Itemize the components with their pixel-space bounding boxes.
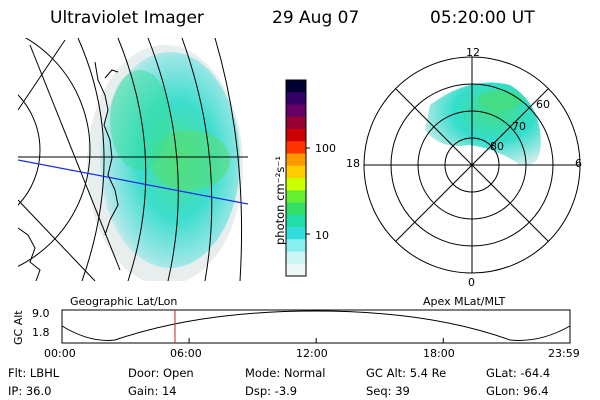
mlt-label-18: 18 (346, 157, 360, 170)
colorbar-segment (286, 202, 306, 216)
colorbar-border (285, 79, 307, 277)
mlat-label-60: 60 (536, 98, 550, 111)
dsp-readout: Dsp: -3.9 (245, 384, 298, 398)
aurora-image-geo (87, 45, 243, 281)
x-tick-2359: 23:59 (548, 347, 580, 360)
polar-map (363, 56, 581, 274)
colorbar-segment (286, 165, 306, 179)
lat-lon-grid (18, 38, 248, 281)
time-label: 05:20:00 UT (430, 8, 535, 28)
colorbar-segment (286, 239, 306, 252)
mlt-label-0: 0 (468, 276, 475, 289)
x-tick-0000: 00:00 (44, 347, 76, 360)
apex-caption: Apex MLat/MLT (423, 295, 506, 308)
x-tick-1800: 18:00 (423, 347, 455, 360)
x-tick-1200: 12:00 (296, 347, 328, 360)
colorbar-segment (286, 80, 306, 93)
glat-readout: GLat: -64.4 (486, 366, 551, 380)
colorbar-segment (286, 141, 306, 154)
colorbar-segment (286, 129, 306, 142)
mlat-label-80: 80 (490, 140, 504, 153)
instrument-title: Ultraviolet Imager (50, 8, 204, 28)
gc-alt-readout: GC Alt: 5.4 Re (366, 366, 447, 380)
altitude-curve (61, 310, 571, 341)
colorbar-segment (286, 190, 306, 203)
glon-readout: GLon: 96.4 (486, 384, 549, 398)
colorbar-segment (286, 104, 306, 118)
geographic-caption: Geographic Lat/Lon (70, 295, 178, 308)
gain-readout: Gain: 14 (128, 384, 177, 398)
timeline-axis-label: GC Alt (12, 310, 25, 345)
color-bar (285, 79, 310, 277)
polar-grid (363, 56, 581, 274)
colorbar-segment (286, 178, 306, 191)
seq-readout: Seq: 39 (366, 384, 410, 398)
mlat-label-70: 70 (512, 120, 526, 133)
colorbar-tick-100: 100 (315, 142, 336, 155)
colorbar-segment (286, 153, 306, 167)
y-tick-9: 9.0 (32, 307, 50, 320)
colorbar-label: photon cm⁻²s⁻¹ (273, 156, 287, 245)
colorbar-tick-10: 10 (315, 229, 329, 242)
mlt-label-12: 12 (466, 46, 480, 59)
satellite-track (18, 159, 248, 205)
filter-readout: Flt: LBHL (8, 366, 60, 380)
y-tick-1-8: 1.8 (32, 326, 50, 339)
colorbar-segment (286, 116, 306, 130)
colorbar-segment (286, 214, 306, 228)
x-tick-0600: 06:00 (170, 347, 202, 360)
ip-readout: IP: 36.0 (8, 384, 52, 398)
mode-readout: Mode: Normal (245, 366, 326, 380)
coastline (18, 61, 119, 281)
colorbar-segment (286, 251, 306, 265)
colorbar-segment (286, 92, 306, 105)
door-readout: Door: Open (128, 366, 194, 380)
geographic-map (18, 38, 248, 281)
altitude-timeline (61, 309, 571, 344)
colorbar-segment (286, 227, 306, 240)
mlt-label-6: 6 (575, 157, 582, 170)
date-label: 29 Aug 07 (272, 8, 360, 28)
colorbar-segment (286, 263, 306, 277)
